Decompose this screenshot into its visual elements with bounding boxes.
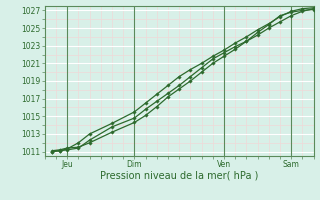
X-axis label: Pression niveau de la mer( hPa ): Pression niveau de la mer( hPa ) — [100, 171, 258, 181]
